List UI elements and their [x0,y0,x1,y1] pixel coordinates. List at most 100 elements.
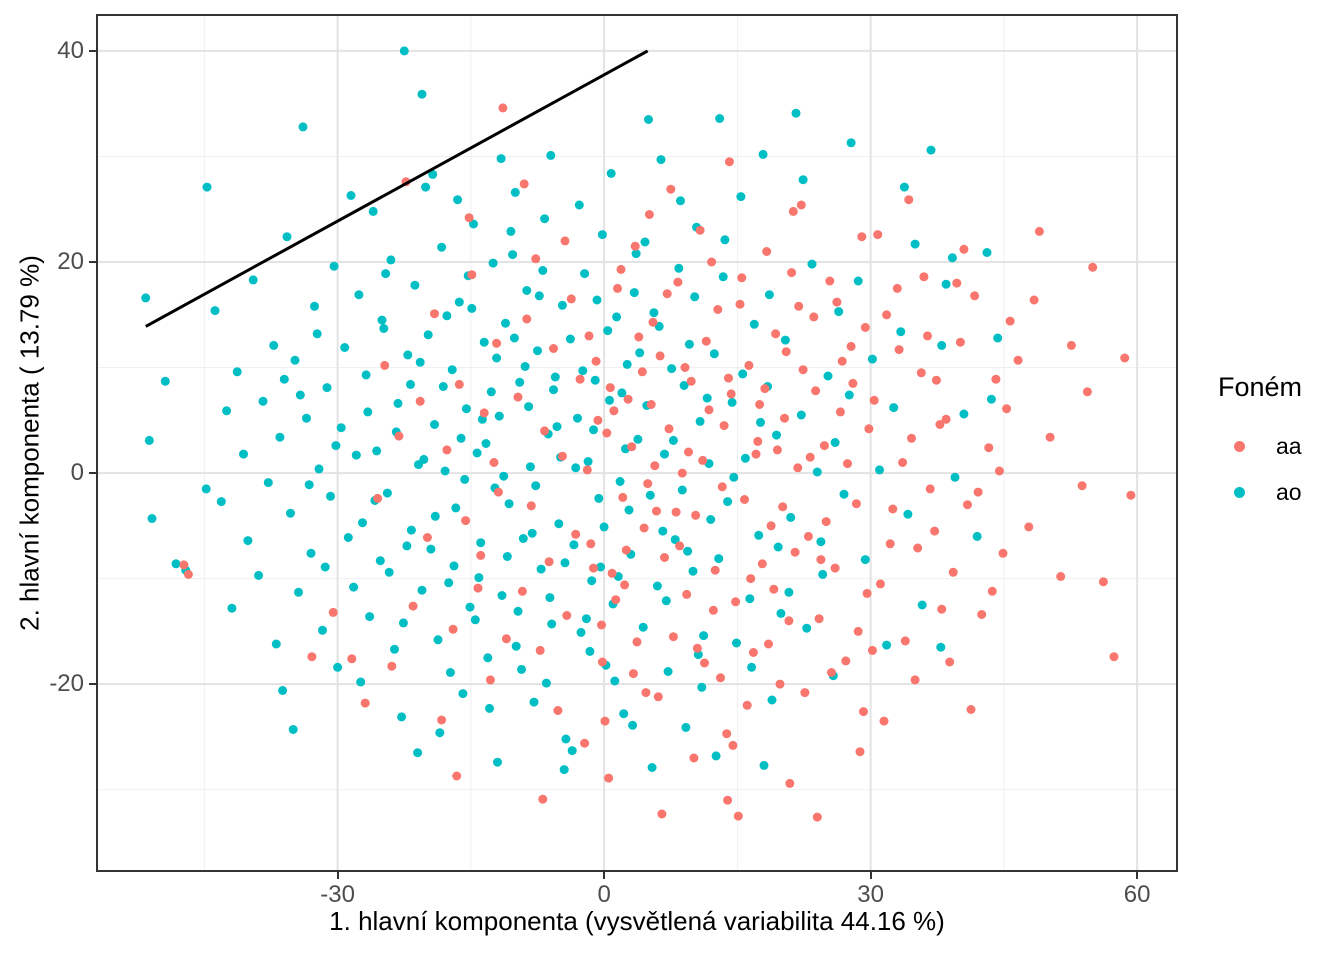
data-point-aa [935,420,945,429]
data-point-aa [680,363,690,372]
data-point-aa [716,673,725,683]
y-tick-mark [89,683,96,686]
data-point-ao [603,326,613,336]
data-point-ao [937,340,947,350]
data-point-ao [403,350,413,360]
data-point-ao [798,175,808,185]
data-point-aa [422,533,432,542]
data-point-ao [534,291,544,301]
data-point-aa [673,277,683,287]
x-tick-label: 0 [597,881,611,908]
y-tick-label: 20 [57,248,84,275]
data-point-aa [347,654,357,664]
data-point-ao [444,578,454,588]
data-point-aa [945,657,955,667]
data-point-aa [816,555,826,565]
data-point-aa [769,584,779,594]
data-point-ao [254,570,264,580]
y-tick-label: -20 [49,670,84,698]
data-point-ao [674,263,684,273]
data-point-aa [998,548,1008,558]
data-point-ao [393,398,403,408]
data-point-ao [950,472,960,482]
data-point-ao [736,192,746,202]
data-point-aa [360,698,370,708]
data-point-ao [699,631,709,641]
data-point-ao [732,638,741,648]
data-point-aa [479,408,489,418]
data-point-aa [701,336,711,346]
data-point-aa [498,103,508,113]
data-point-aa [566,294,576,304]
data-point-aa [843,459,852,469]
data-point-aa [1082,387,1092,397]
data-point-ao [573,413,582,423]
data-point-aa [713,305,723,314]
data-point-ao [269,340,279,350]
data-point-aa [1045,432,1055,442]
data-point-aa [675,541,685,551]
data-point-aa [837,356,847,366]
data-point-aa [562,611,572,620]
data-point-ao [417,89,427,99]
data-point-ao [576,627,586,637]
data-point-ao [839,489,849,499]
data-point-aa [748,648,758,657]
data-point-aa [1024,522,1034,532]
data-point-aa [991,374,1001,384]
data-point-aa [853,626,863,636]
data-point-ao [279,374,289,384]
data-point-aa [1056,572,1066,581]
data-point-ao [382,488,392,498]
data-point-ao [834,307,844,317]
data-point-ao [440,466,450,476]
legend-item-ao: ao [1218,469,1302,515]
data-point-aa [1098,577,1108,587]
data-point-aa [662,289,672,299]
data-point-ao [524,402,534,412]
data-point-ao [288,725,298,734]
data-point-ao [552,422,562,432]
data-point-aa [757,559,767,569]
data-point-ao [936,642,946,652]
data-point-ao [658,526,668,536]
data-point-aa [726,389,736,399]
data-point-aa [621,545,631,555]
data-point-aa [452,771,462,781]
data-point-ao [587,576,597,586]
data-point-ao [729,472,739,482]
data-point-ao [993,333,1003,343]
data-point-ao [767,695,777,705]
data-point-ao [502,552,512,561]
data-point-aa [492,338,502,348]
data-point-aa [724,373,733,383]
data-point-aa [955,337,965,347]
data-point-aa [580,738,590,748]
data-point-aa [1126,490,1136,500]
y-tick-label: 0 [70,459,84,487]
data-point-ao [375,556,385,566]
data-point-ao [540,214,550,224]
data-point-aa [885,539,895,549]
data-point-ao [465,602,475,612]
x-tick-mark [603,872,606,879]
data-point-ao [667,364,677,374]
data-point-aa [846,341,856,351]
data-point-ao [559,765,569,775]
data-point-ao [474,573,484,583]
data-point-aa [751,449,761,459]
data-point-ao [509,333,519,343]
data-point-aa [677,468,687,478]
data-point-aa [835,407,845,417]
data-point-aa [655,351,665,361]
data-point-aa [637,367,647,377]
data-point-ao [493,757,502,767]
data-point-ao [679,381,689,390]
data-point-ao [497,591,507,600]
data-point-aa [925,484,935,494]
data-point-ao [402,541,412,551]
data-point-aa [879,716,889,726]
data-point-aa [442,445,452,455]
data-point-ao [986,394,996,404]
data-point-aa [641,688,651,698]
